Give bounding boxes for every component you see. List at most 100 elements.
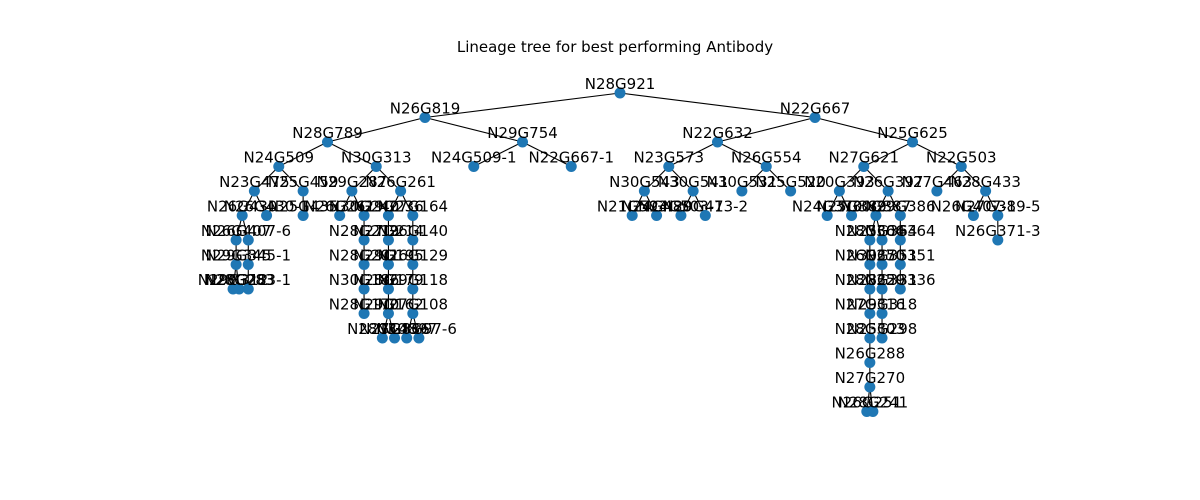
tree-node: N28G789: [292, 124, 363, 148]
tree-edge: [814, 116, 913, 143]
node-marker: [382, 234, 394, 246]
node-marker: [894, 210, 906, 221]
node-label: N24G370: [792, 198, 863, 216]
node-marker: [626, 210, 638, 221]
node-marker: [687, 185, 699, 197]
node-label: N28G148: [347, 320, 418, 338]
tree-node: N28G179: [353, 271, 424, 295]
node-marker: [395, 185, 407, 197]
tree-node: N29G345-1: [206, 247, 292, 270]
node-marker: [864, 381, 876, 393]
node-marker: [907, 136, 918, 148]
tree-node: N20G393: [804, 173, 875, 197]
tree-node: N26G407: [201, 222, 271, 246]
node-label: N28G283: [204, 271, 275, 289]
tree-edge: [668, 166, 694, 192]
node-marker: [931, 185, 943, 197]
node-marker: [233, 283, 245, 295]
node-marker: [407, 308, 419, 319]
node-label: N22G667: [780, 100, 851, 118]
tree-node: N26G261: [304, 198, 375, 221]
node-marker: [242, 259, 254, 270]
tree-edge: [668, 141, 718, 167]
tree-node: N28G148: [347, 320, 418, 344]
tree-edge: [424, 116, 523, 143]
node-label: N29G118: [378, 271, 449, 289]
node-marker: [864, 259, 876, 270]
tree-node: N28G364: [835, 222, 905, 246]
tree-edge: [838, 166, 865, 192]
node-marker: [358, 308, 370, 319]
tree-node: N25G435: [268, 198, 338, 221]
node-label: N27G463: [902, 173, 973, 191]
tree-edge: [375, 166, 402, 192]
tree-node: N25G389: [816, 198, 887, 221]
node-label: N30G364: [865, 222, 936, 240]
node-marker: [407, 234, 419, 246]
tree-edge: [473, 141, 523, 167]
node-marker: [712, 136, 723, 148]
tree-node: N30G387: [841, 198, 911, 221]
tree-node: N27G136: [359, 320, 430, 344]
tree-edge: [278, 166, 304, 192]
tree-node: N26G129: [378, 247, 448, 270]
node-marker: [992, 210, 1004, 221]
node-label: N25G520: [755, 173, 826, 191]
node-label: N30G543: [609, 173, 680, 191]
node-label: N27G108: [378, 296, 449, 314]
node-marker: [297, 210, 309, 221]
node-marker: [864, 357, 876, 368]
node-label: N29G386: [865, 198, 936, 216]
node-label: N27G214: [353, 222, 424, 240]
node-label: N25G298: [847, 320, 918, 338]
node-marker: [297, 185, 309, 197]
node-label: N27G621: [828, 149, 899, 167]
node-marker: [955, 161, 967, 172]
node-label: N22G667-1: [528, 149, 614, 167]
node-label: N29G754: [487, 124, 558, 142]
tree-node: N26G554: [731, 149, 802, 172]
tree-node: N29G754: [487, 124, 558, 148]
node-marker: [675, 210, 687, 221]
node-marker: [358, 210, 370, 221]
tree-node: N28G921: [585, 75, 655, 99]
node-marker: [876, 308, 888, 319]
tree-edge: [717, 141, 767, 167]
node-label: N26G140: [378, 222, 449, 240]
tree-node: N27G270: [835, 369, 905, 393]
tree-edge: [253, 166, 280, 192]
node-marker: [407, 283, 419, 295]
tree-node: N30G531: [707, 173, 777, 197]
tree-edge: [522, 141, 572, 167]
tree-node: N24G509-1: [431, 149, 517, 172]
node-label: N30G240: [329, 198, 400, 216]
tree-node: N26G288: [835, 345, 905, 368]
node-marker: [809, 112, 821, 123]
node-label: N28G219: [329, 222, 400, 240]
tree-node: N26G430: [207, 198, 277, 221]
tree-node: N29G162: [353, 296, 424, 319]
tree-node: N27G389-5: [955, 198, 1041, 221]
node-label: N24G509-1: [431, 149, 517, 167]
tree-node: N30G541: [658, 173, 728, 197]
node-label: N30G186: [329, 271, 400, 289]
node-label: N24G480: [621, 198, 692, 216]
tree-node: N30G313: [341, 149, 412, 172]
tree-node: N30G543: [609, 173, 680, 197]
diagram-title: Lineage tree for best performing Antibod…: [457, 38, 773, 56]
tree-edge: [424, 92, 621, 119]
tree-edge: [936, 166, 962, 192]
tree-edge: [717, 116, 816, 143]
tree-node: N29G195: [353, 247, 424, 270]
node-label: N29G236: [353, 198, 424, 216]
node-label: N29G345-1: [206, 247, 292, 265]
tree-node: N30G240: [329, 198, 400, 221]
node-label: N27G389-5: [955, 198, 1041, 216]
tree-node: N26G407-6: [206, 222, 291, 246]
node-marker: [760, 161, 772, 172]
node-marker: [401, 332, 413, 344]
node-label: N30G313: [341, 149, 412, 167]
tree-node: N29G287: [317, 173, 387, 197]
node-marker: [468, 161, 480, 172]
node-marker: [864, 332, 876, 344]
